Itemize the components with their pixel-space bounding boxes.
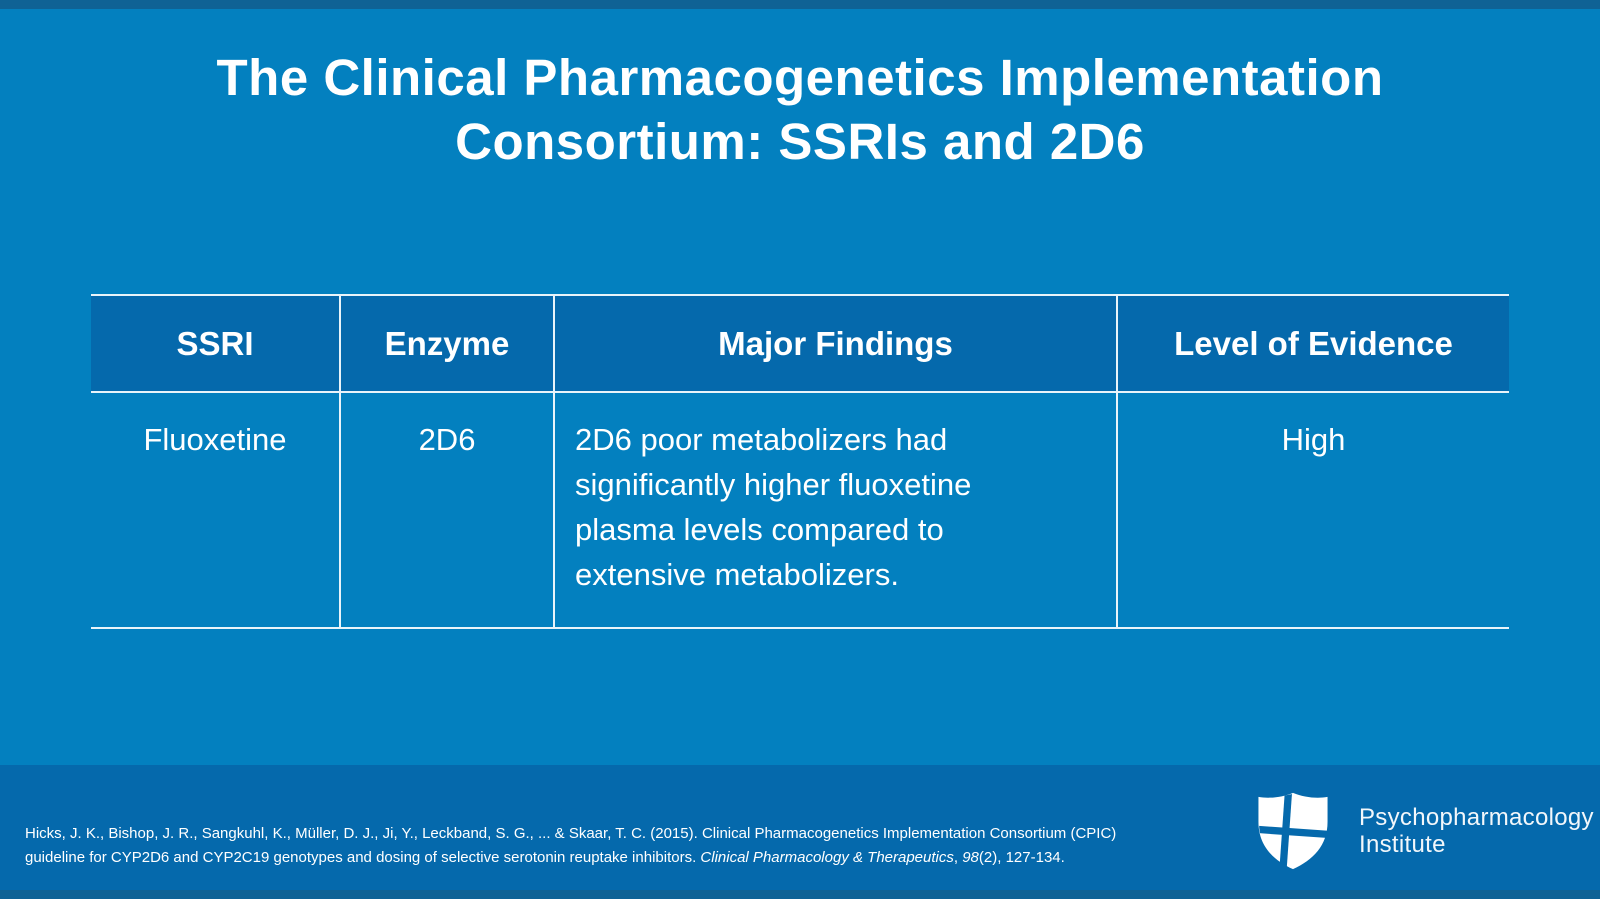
cell-ssri: Fluoxetine (143, 422, 287, 457)
logo-wordmark: Psychopharmacology Institute (1359, 804, 1594, 858)
citation-volume: 98 (962, 848, 979, 866)
logo-wordmark-line-1: Psychopharmacology (1359, 804, 1594, 831)
page-title: The Clinical Pharmacogenetics Implementa… (0, 46, 1600, 174)
citation: Hicks, J. K., Bishop, J. R., Sangkuhl, K… (25, 822, 1145, 869)
cell-level-of-evidence: High (1116, 393, 1509, 627)
header-cell-level-of-evidence: Level of Evidence (1116, 296, 1509, 391)
evidence-table: SSRI Enzyme Major Findings Level of Evid… (91, 294, 1509, 629)
citation-text: Hicks, J. K., Bishop, J. R., Sangkuhl, K… (25, 825, 1117, 866)
cell-enzyme: 2D6 (339, 393, 553, 627)
footer: Hicks, J. K., Bishop, J. R., Sangkuhl, K… (0, 765, 1600, 891)
page-title-line-2: Consortium: SSRIs and 2D6 (455, 113, 1145, 170)
bottom-edge-strip (0, 890, 1600, 899)
header-cell-enzyme: Enzyme (339, 296, 553, 391)
table-header-row: SSRI Enzyme Major Findings Level of Evid… (91, 294, 1509, 393)
psychopharmacology-institute-logo: Psychopharmacology Institute (1253, 791, 1594, 871)
citation-journal: Clinical Pharmacology & Therapeutics (700, 848, 954, 866)
page-title-line-1: The Clinical Pharmacogenetics Implementa… (216, 49, 1384, 106)
logo-wordmark-line-2: Institute (1359, 831, 1446, 858)
citation-separator: , (953, 848, 963, 866)
header-cell-major-findings: Major Findings (553, 296, 1116, 391)
top-edge-strip (0, 0, 1600, 9)
table-row: Fluoxetine 2D6 2D6 poor metabolizers had… (91, 393, 1509, 629)
shield-cross-icon (1255, 791, 1331, 871)
cell-major-findings: 2D6 poor metabolizers had significantly … (553, 393, 1116, 627)
citation-pages: (2), 127-134. (978, 848, 1065, 866)
header-cell-ssri: SSRI (176, 324, 254, 362)
